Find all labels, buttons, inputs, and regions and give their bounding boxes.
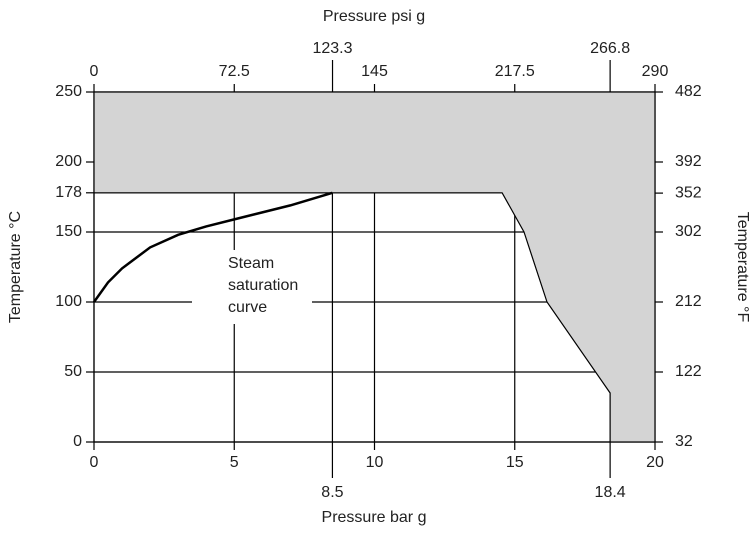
y2-tick-label: 352 <box>675 184 702 201</box>
y-tick-label: 100 <box>55 293 82 310</box>
x2-axis-title: Pressure psi g <box>323 8 425 25</box>
x-tick-label: 0 <box>90 454 99 471</box>
saturation-curve <box>92 191 333 303</box>
x2-tick-label: 266.8 <box>590 40 630 57</box>
x-tick-label: 20 <box>646 454 664 471</box>
limit-region <box>94 92 655 442</box>
y-tick-label: 0 <box>73 433 82 450</box>
y-tick-label: 200 <box>55 153 82 170</box>
x-axis-title: Pressure bar g <box>322 509 427 526</box>
y-tick-label: 150 <box>55 223 82 240</box>
x-tick-label: 10 <box>366 454 384 471</box>
annotation: Steam <box>228 255 274 272</box>
x-tick-label: 5 <box>230 454 239 471</box>
x-tick-label: 15 <box>506 454 524 471</box>
y2-tick-label: 482 <box>675 83 702 100</box>
y2-tick-label: 122 <box>675 363 702 380</box>
y2-axis-title: Temperature °F <box>734 212 751 323</box>
y2-tick-label: 302 <box>675 223 702 240</box>
limit-boundary <box>94 192 611 442</box>
x2-tick-label: 72.5 <box>219 63 250 80</box>
y2-tick-label: 392 <box>675 153 702 170</box>
x2-tick-label: 290 <box>642 63 669 80</box>
x2-tick-label: 123.3 <box>312 40 352 57</box>
annotation-background <box>192 250 312 324</box>
x-tick-label: 18.4 <box>595 484 626 501</box>
x2-tick-label: 0 <box>90 63 99 80</box>
x-tick-label: 8.5 <box>321 484 343 501</box>
annotation: curve <box>228 299 267 316</box>
x2-tick-label: 217.5 <box>495 63 535 80</box>
x2-tick-label: 145 <box>361 63 388 80</box>
y2-tick-label: 32 <box>675 433 693 450</box>
y-tick-label: 50 <box>64 363 82 380</box>
y-tick-label: 250 <box>55 83 82 100</box>
y-axis-title: Temperature °C <box>7 211 24 323</box>
annotation: saturation <box>228 277 298 294</box>
y2-tick-label: 212 <box>675 293 702 310</box>
y-tick-label: 178 <box>55 184 82 201</box>
